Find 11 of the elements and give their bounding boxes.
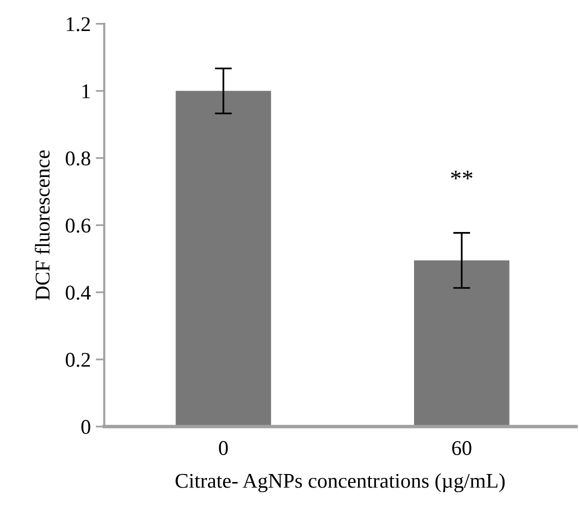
y-tick-label: 0.6 [66,218,90,233]
y-tick-label: 1 [82,84,90,98]
annotation: ** [451,170,472,180]
x-tick-label: 60 [452,441,472,456]
y-tick-label: 0.8 [66,151,90,166]
y-tick-label: 1.2 [66,17,90,32]
y-axis-title: DCF fluorescence [34,150,50,300]
x-axis-title: Citrate- AgNPs concentrations (µg/mL) [176,473,505,492]
y-tick-label: 0 [81,420,90,434]
y-tick-label: 0.4 [66,286,91,300]
y-tick-label: 0.2 [66,352,90,367]
